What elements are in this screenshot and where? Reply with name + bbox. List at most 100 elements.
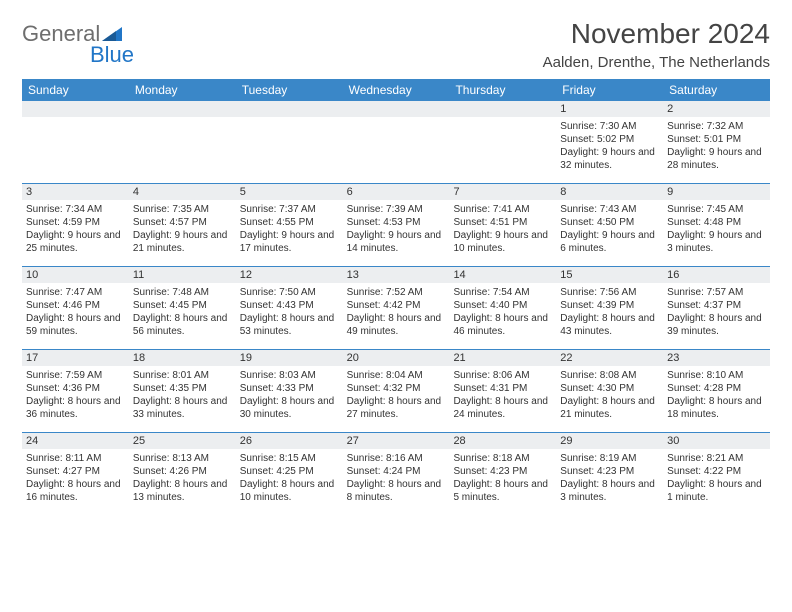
day-body: Sunrise: 8:01 AMSunset: 4:35 PMDaylight:…	[129, 366, 236, 424]
day-number: 21	[449, 350, 556, 366]
sunrise: Sunrise: 7:59 AM	[26, 369, 125, 382]
day-number: 18	[129, 350, 236, 366]
sunrise: Sunrise: 8:10 AM	[667, 369, 766, 382]
day-number	[236, 101, 343, 117]
calendar-cell	[22, 101, 129, 183]
calendar-cell: 26Sunrise: 8:15 AMSunset: 4:25 PMDayligh…	[236, 433, 343, 515]
sunrise: Sunrise: 7:32 AM	[667, 120, 766, 133]
calendar-cell: 27Sunrise: 8:16 AMSunset: 4:24 PMDayligh…	[343, 433, 450, 515]
sunrise: Sunrise: 7:43 AM	[560, 203, 659, 216]
day-body: Sunrise: 7:48 AMSunset: 4:45 PMDaylight:…	[129, 283, 236, 341]
day-body	[236, 117, 343, 123]
sunset: Sunset: 4:22 PM	[667, 465, 766, 478]
day-number: 1	[556, 101, 663, 117]
day-body	[22, 117, 129, 123]
sunset: Sunset: 4:46 PM	[26, 299, 125, 312]
calendar-cell: 19Sunrise: 8:03 AMSunset: 4:33 PMDayligh…	[236, 350, 343, 432]
daylight: Daylight: 8 hours and 30 minutes.	[240, 395, 339, 421]
calendar: Sunday Monday Tuesday Wednesday Thursday…	[22, 79, 770, 515]
location: Aalden, Drenthe, The Netherlands	[543, 54, 770, 71]
calendar-cell: 22Sunrise: 8:08 AMSunset: 4:30 PMDayligh…	[556, 350, 663, 432]
sunrise: Sunrise: 7:48 AM	[133, 286, 232, 299]
day-number: 26	[236, 433, 343, 449]
sunrise: Sunrise: 8:21 AM	[667, 452, 766, 465]
daylight: Daylight: 8 hours and 33 minutes.	[133, 395, 232, 421]
sunset: Sunset: 4:48 PM	[667, 216, 766, 229]
day-number: 19	[236, 350, 343, 366]
calendar-cell: 3Sunrise: 7:34 AMSunset: 4:59 PMDaylight…	[22, 184, 129, 266]
sunset: Sunset: 4:26 PM	[133, 465, 232, 478]
sunset: Sunset: 4:53 PM	[347, 216, 446, 229]
daylight: Daylight: 9 hours and 21 minutes.	[133, 229, 232, 255]
calendar-cell	[449, 101, 556, 183]
calendar-cell: 4Sunrise: 7:35 AMSunset: 4:57 PMDaylight…	[129, 184, 236, 266]
calendar-cell	[129, 101, 236, 183]
daylight: Daylight: 8 hours and 8 minutes.	[347, 478, 446, 504]
day-number	[449, 101, 556, 117]
daylight: Daylight: 8 hours and 24 minutes.	[453, 395, 552, 421]
day-number: 20	[343, 350, 450, 366]
sunrise: Sunrise: 7:37 AM	[240, 203, 339, 216]
daylight: Daylight: 8 hours and 16 minutes.	[26, 478, 125, 504]
day-body: Sunrise: 7:35 AMSunset: 4:57 PMDaylight:…	[129, 200, 236, 258]
dayhead-wed: Wednesday	[343, 79, 450, 101]
sunset: Sunset: 4:51 PM	[453, 216, 552, 229]
day-body: Sunrise: 7:32 AMSunset: 5:01 PMDaylight:…	[663, 117, 770, 175]
day-body	[449, 117, 556, 123]
sunset: Sunset: 4:39 PM	[560, 299, 659, 312]
day-number: 24	[22, 433, 129, 449]
logo-word1: General	[22, 21, 100, 46]
sunrise: Sunrise: 8:16 AM	[347, 452, 446, 465]
calendar-cell: 10Sunrise: 7:47 AMSunset: 4:46 PMDayligh…	[22, 267, 129, 349]
sunset: Sunset: 4:35 PM	[133, 382, 232, 395]
calendar-cell: 11Sunrise: 7:48 AMSunset: 4:45 PMDayligh…	[129, 267, 236, 349]
day-number: 2	[663, 101, 770, 117]
sunrise: Sunrise: 7:50 AM	[240, 286, 339, 299]
day-number: 12	[236, 267, 343, 283]
calendar-cell: 23Sunrise: 8:10 AMSunset: 4:28 PMDayligh…	[663, 350, 770, 432]
calendar-cell: 6Sunrise: 7:39 AMSunset: 4:53 PMDaylight…	[343, 184, 450, 266]
daylight: Daylight: 9 hours and 17 minutes.	[240, 229, 339, 255]
sunset: Sunset: 4:37 PM	[667, 299, 766, 312]
logo-word2: Blue	[90, 42, 134, 67]
day-body: Sunrise: 7:59 AMSunset: 4:36 PMDaylight:…	[22, 366, 129, 424]
month-title: November 2024	[543, 18, 770, 50]
sunset: Sunset: 4:40 PM	[453, 299, 552, 312]
title-block: November 2024 Aalden, Drenthe, The Nethe…	[543, 18, 770, 71]
sunrise: Sunrise: 8:04 AM	[347, 369, 446, 382]
sunrise: Sunrise: 7:35 AM	[133, 203, 232, 216]
day-body: Sunrise: 8:03 AMSunset: 4:33 PMDaylight:…	[236, 366, 343, 424]
sunrise: Sunrise: 8:15 AM	[240, 452, 339, 465]
day-number	[343, 101, 450, 117]
day-number	[22, 101, 129, 117]
sunrise: Sunrise: 8:03 AM	[240, 369, 339, 382]
day-number: 15	[556, 267, 663, 283]
day-body: Sunrise: 8:06 AMSunset: 4:31 PMDaylight:…	[449, 366, 556, 424]
day-number: 6	[343, 184, 450, 200]
sunrise: Sunrise: 7:34 AM	[26, 203, 125, 216]
daylight: Daylight: 8 hours and 46 minutes.	[453, 312, 552, 338]
day-number: 8	[556, 184, 663, 200]
day-body: Sunrise: 8:18 AMSunset: 4:23 PMDaylight:…	[449, 449, 556, 507]
logo: General Blue	[22, 18, 134, 66]
daylight: Daylight: 8 hours and 1 minute.	[667, 478, 766, 504]
daylight: Daylight: 8 hours and 5 minutes.	[453, 478, 552, 504]
daylight: Daylight: 8 hours and 59 minutes.	[26, 312, 125, 338]
day-number: 28	[449, 433, 556, 449]
sunrise: Sunrise: 8:01 AM	[133, 369, 232, 382]
daylight: Daylight: 9 hours and 10 minutes.	[453, 229, 552, 255]
calendar-row: 24Sunrise: 8:11 AMSunset: 4:27 PMDayligh…	[22, 432, 770, 515]
sunset: Sunset: 4:50 PM	[560, 216, 659, 229]
dayhead-mon: Monday	[129, 79, 236, 101]
sunrise: Sunrise: 8:11 AM	[26, 452, 125, 465]
day-body: Sunrise: 8:11 AMSunset: 4:27 PMDaylight:…	[22, 449, 129, 507]
day-body: Sunrise: 7:54 AMSunset: 4:40 PMDaylight:…	[449, 283, 556, 341]
sunrise: Sunrise: 7:41 AM	[453, 203, 552, 216]
day-number: 23	[663, 350, 770, 366]
sunrise: Sunrise: 7:45 AM	[667, 203, 766, 216]
day-body: Sunrise: 7:57 AMSunset: 4:37 PMDaylight:…	[663, 283, 770, 341]
sunrise: Sunrise: 8:18 AM	[453, 452, 552, 465]
calendar-cell: 25Sunrise: 8:13 AMSunset: 4:26 PMDayligh…	[129, 433, 236, 515]
daylight: Daylight: 8 hours and 21 minutes.	[560, 395, 659, 421]
calendar-cell: 1Sunrise: 7:30 AMSunset: 5:02 PMDaylight…	[556, 101, 663, 183]
